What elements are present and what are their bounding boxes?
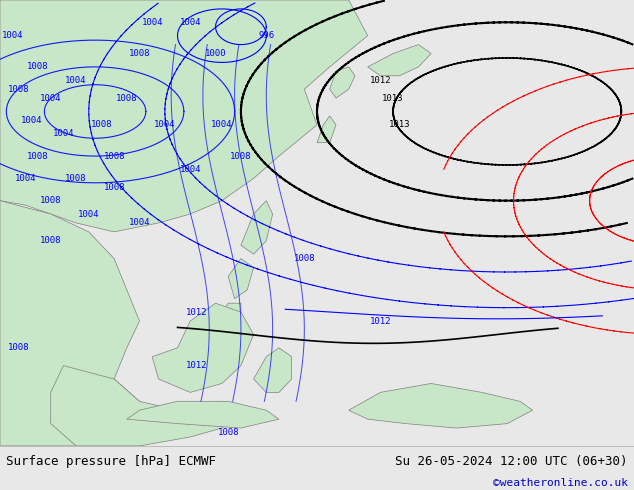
Text: 1008: 1008 <box>8 85 30 94</box>
Text: 1008: 1008 <box>129 49 150 58</box>
Polygon shape <box>317 116 336 143</box>
Text: 1004: 1004 <box>179 165 201 174</box>
Text: 1008: 1008 <box>103 183 125 192</box>
Polygon shape <box>51 366 241 446</box>
Text: 1008: 1008 <box>294 254 315 263</box>
Text: Su 26-05-2024 12:00 UTC (06+30): Su 26-05-2024 12:00 UTC (06+30) <box>395 455 628 468</box>
Text: Surface pressure [hPa] ECMWF: Surface pressure [hPa] ECMWF <box>6 455 216 468</box>
Text: 1004: 1004 <box>15 174 36 183</box>
Polygon shape <box>349 384 533 428</box>
Text: 1008: 1008 <box>27 151 49 161</box>
Text: 1004: 1004 <box>53 129 74 138</box>
Polygon shape <box>0 201 158 446</box>
Text: 1013: 1013 <box>389 121 410 129</box>
Text: 1000: 1000 <box>205 49 226 58</box>
Text: ©weatheronline.co.uk: ©weatheronline.co.uk <box>493 478 628 489</box>
Text: 1012: 1012 <box>186 361 207 370</box>
Text: 1008: 1008 <box>91 121 112 129</box>
Text: 1008: 1008 <box>40 236 61 245</box>
Text: 1008: 1008 <box>27 62 49 72</box>
Text: 1008: 1008 <box>40 196 61 205</box>
Text: 1008: 1008 <box>8 343 30 352</box>
Polygon shape <box>241 201 273 254</box>
Polygon shape <box>0 0 368 232</box>
Polygon shape <box>254 348 292 392</box>
Text: 1004: 1004 <box>65 76 87 85</box>
Text: 1008: 1008 <box>116 94 138 102</box>
Polygon shape <box>228 259 254 299</box>
Text: 1008: 1008 <box>65 174 87 183</box>
Text: 1004: 1004 <box>179 18 201 27</box>
Text: 1004: 1004 <box>21 116 42 125</box>
Text: 1008: 1008 <box>217 428 239 437</box>
Polygon shape <box>152 303 254 392</box>
Polygon shape <box>330 67 355 98</box>
Text: 1012: 1012 <box>370 76 391 85</box>
Text: 1008: 1008 <box>230 151 252 161</box>
Text: 1012: 1012 <box>370 317 391 325</box>
Text: 1004: 1004 <box>129 219 150 227</box>
Polygon shape <box>216 303 241 334</box>
Text: 1004: 1004 <box>2 31 23 40</box>
Text: 1004: 1004 <box>141 18 163 27</box>
Text: 1004: 1004 <box>154 121 176 129</box>
Polygon shape <box>127 401 279 428</box>
Text: 1013: 1013 <box>382 94 404 102</box>
Text: 1008: 1008 <box>103 151 125 161</box>
Text: 1004: 1004 <box>211 121 233 129</box>
Text: 1012: 1012 <box>186 308 207 317</box>
Text: 1004: 1004 <box>78 210 100 219</box>
Polygon shape <box>368 45 431 76</box>
Text: 996: 996 <box>258 31 275 40</box>
Text: 1004: 1004 <box>40 94 61 102</box>
